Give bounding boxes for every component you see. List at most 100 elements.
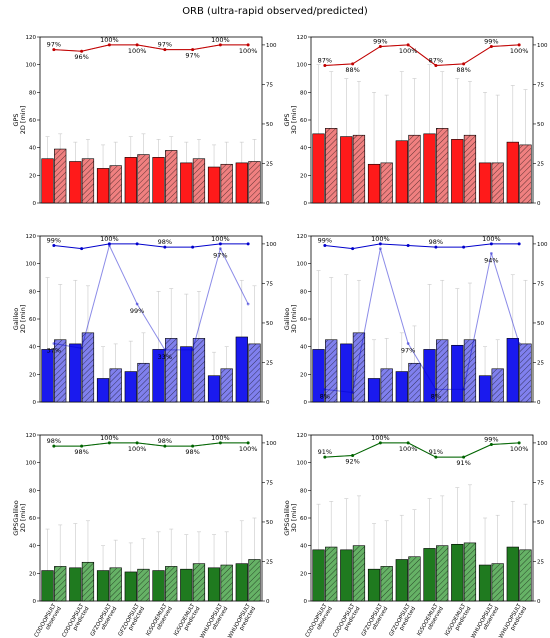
gal-3d-availability-label: 100%	[482, 235, 501, 243]
gps-2d-bar-median-hatch	[137, 154, 150, 203]
gal-3d-ytick-label: 60	[300, 317, 307, 323]
gps-2d-availability-point	[135, 43, 139, 47]
gal-3d-availability-label: 97%	[401, 347, 415, 355]
gps-2d-bar-median-hatch	[248, 161, 261, 203]
gal-2d-availability-label: 33%	[158, 353, 172, 361]
gps-2d-availability-point	[107, 43, 111, 47]
gg-3d-availability-label: 100%	[399, 445, 418, 453]
gal-3d-availability-pred-point	[323, 387, 327, 391]
gps-2d-ylabel-line: 2D [min]	[19, 106, 27, 135]
gg-2d-bar-median-hatch	[248, 559, 261, 601]
gps-2d-availability-label: 97%	[185, 52, 199, 60]
gg-3d-availability-line	[324, 442, 520, 458]
gps-3d-ylabel: GPS3D [min]	[283, 106, 298, 135]
gg-2d-availability-label: 98%	[185, 448, 199, 456]
gal-3d-availability-point	[406, 243, 410, 247]
gg-3d-availability-point	[434, 455, 438, 459]
gg-3d-bar-mean	[312, 549, 325, 602]
gg-2d-y2tick-label: 0	[266, 599, 270, 605]
gps-2d-availability-point	[218, 43, 222, 47]
gg-3d-bar-mean	[451, 543, 464, 602]
gg-3d-availability-label: 92%	[345, 458, 359, 466]
gps-3d-y2tick-label: 75	[537, 82, 544, 88]
gal-3d-y2tick-label: 75	[537, 281, 544, 287]
gal-2d-bar-median-hatch	[109, 368, 122, 402]
gal-2d-bar-mean	[235, 336, 248, 403]
gps-2d-bar-mean	[41, 158, 54, 204]
gal-2d-availability-pred-point	[135, 302, 139, 306]
gal-3d-availability-point	[323, 243, 327, 247]
gal-2d-availability-point	[191, 245, 195, 249]
gg-3d-xtick-label: IGSOOEMULTpredicted	[444, 602, 473, 638]
gg-2d-bar-mean	[41, 570, 54, 602]
gps-3d-availability-label: 87%	[318, 56, 332, 64]
gg-3d-ytick-label: 120	[297, 433, 308, 439]
gps-3d-bar-median-hatch	[353, 135, 365, 203]
gps-3d-availability-label: 88%	[345, 66, 359, 74]
gps-2d-availability-point	[80, 49, 84, 53]
gal-2d-availability-label: 100%	[100, 235, 119, 243]
gps-3d-bar-mean	[312, 133, 325, 204]
gal-2d-availability-point	[135, 242, 139, 246]
gps-3d-bar-median-hatch	[436, 128, 449, 203]
gg-2d-bar-mean	[124, 571, 137, 602]
gal-2d-availability-pred-line	[53, 244, 249, 351]
gps-3d-bar-median-hatch	[325, 128, 338, 203]
gg-2d-xtick-label: CODOOPSULTpredicted	[61, 602, 90, 638]
gal-2d-bar-median-hatch	[165, 338, 178, 402]
gps-3d-y2tick-label: 25	[537, 161, 544, 167]
gal-2d-bar-mean	[96, 378, 110, 403]
gal-2d-bar-mean	[41, 349, 54, 403]
gg-3d-y2tick-label: 25	[537, 559, 544, 565]
gg-3d-xtick-label: WHUOOPSULTobserved	[471, 602, 501, 638]
gal-3d-bar-median-hatch	[436, 339, 449, 402]
gal-2d-availability-label: 97%	[213, 252, 227, 260]
gps-3d-availability-label: 88%	[456, 66, 470, 74]
gps-3d-bar-mean	[478, 162, 492, 204]
gg-3d-ytick-label: 60	[300, 516, 307, 522]
gg-2d-y2tick-label: 100	[266, 441, 277, 447]
gal-3d-ytick-label: 120	[297, 234, 308, 240]
gal-3d-ytick-label: 100	[297, 262, 308, 268]
gps-3d-ytick-label: 0	[304, 201, 308, 207]
gal-2d-bar-median-hatch	[220, 368, 233, 402]
gps-2d-bar-median-hatch	[54, 149, 67, 203]
gg-3d-bar-median-hatch	[353, 545, 365, 601]
gps-2d-bar-mean	[69, 161, 82, 204]
gal-3d-availability-label: 94%	[484, 256, 498, 264]
gal-3d-ytick-label: 20	[300, 372, 307, 378]
gg-2d-availability-label: 98%	[74, 448, 88, 456]
gps-3d-ylabel-line: 3D [min]	[290, 106, 298, 135]
gal-3d-bar-mean	[340, 343, 353, 403]
gps-3d-bar-mean	[451, 139, 464, 204]
gps-2d-availability-label: 100%	[128, 47, 147, 55]
gal-2d-availability-pred-point	[80, 346, 84, 350]
gg-3d-y2tick-label: 50	[537, 520, 544, 526]
gal-3d-y2tick-label: 50	[537, 321, 544, 327]
gps-2d-bar-mean	[180, 162, 193, 204]
gg-2d-availability-label: 98%	[47, 437, 61, 445]
gg-2d-availability-point	[52, 444, 56, 448]
gps-3d-availability-label: 87%	[429, 56, 443, 64]
figure-title: ORB (ultra-rapid observed/predicted)	[182, 6, 368, 17]
gps-2d-ytick-label: 120	[26, 35, 37, 41]
gg-3d-bar-median-hatch	[325, 547, 338, 601]
gps-2d-bar-mean	[124, 157, 137, 204]
gps-2d-bar-median-hatch	[220, 164, 233, 203]
gal-2d-availability-point	[52, 243, 56, 247]
gg-2d-bar-mean	[152, 570, 165, 602]
gps-3d-bar-median-hatch	[491, 162, 504, 203]
gg-2d-availability-point	[163, 444, 167, 448]
gg-2d-availability-point	[218, 441, 222, 445]
gal-2d-availability-pred-point	[52, 342, 56, 345]
gps-2d-ytick-label: 20	[29, 173, 36, 179]
gps-3d-ytick-label: 60	[300, 118, 307, 124]
gps-3d-availability-point	[489, 44, 493, 48]
gal-2d-y2tick-label: 50	[266, 321, 273, 327]
gg-3d-bar-mean	[395, 559, 408, 602]
gal-2d-y2tick-label: 75	[266, 281, 273, 287]
gg-2d-y2tick-label: 50	[266, 520, 273, 526]
gps-2d-bar-median-hatch	[82, 158, 94, 203]
gal-3d-availability-point	[351, 247, 355, 251]
